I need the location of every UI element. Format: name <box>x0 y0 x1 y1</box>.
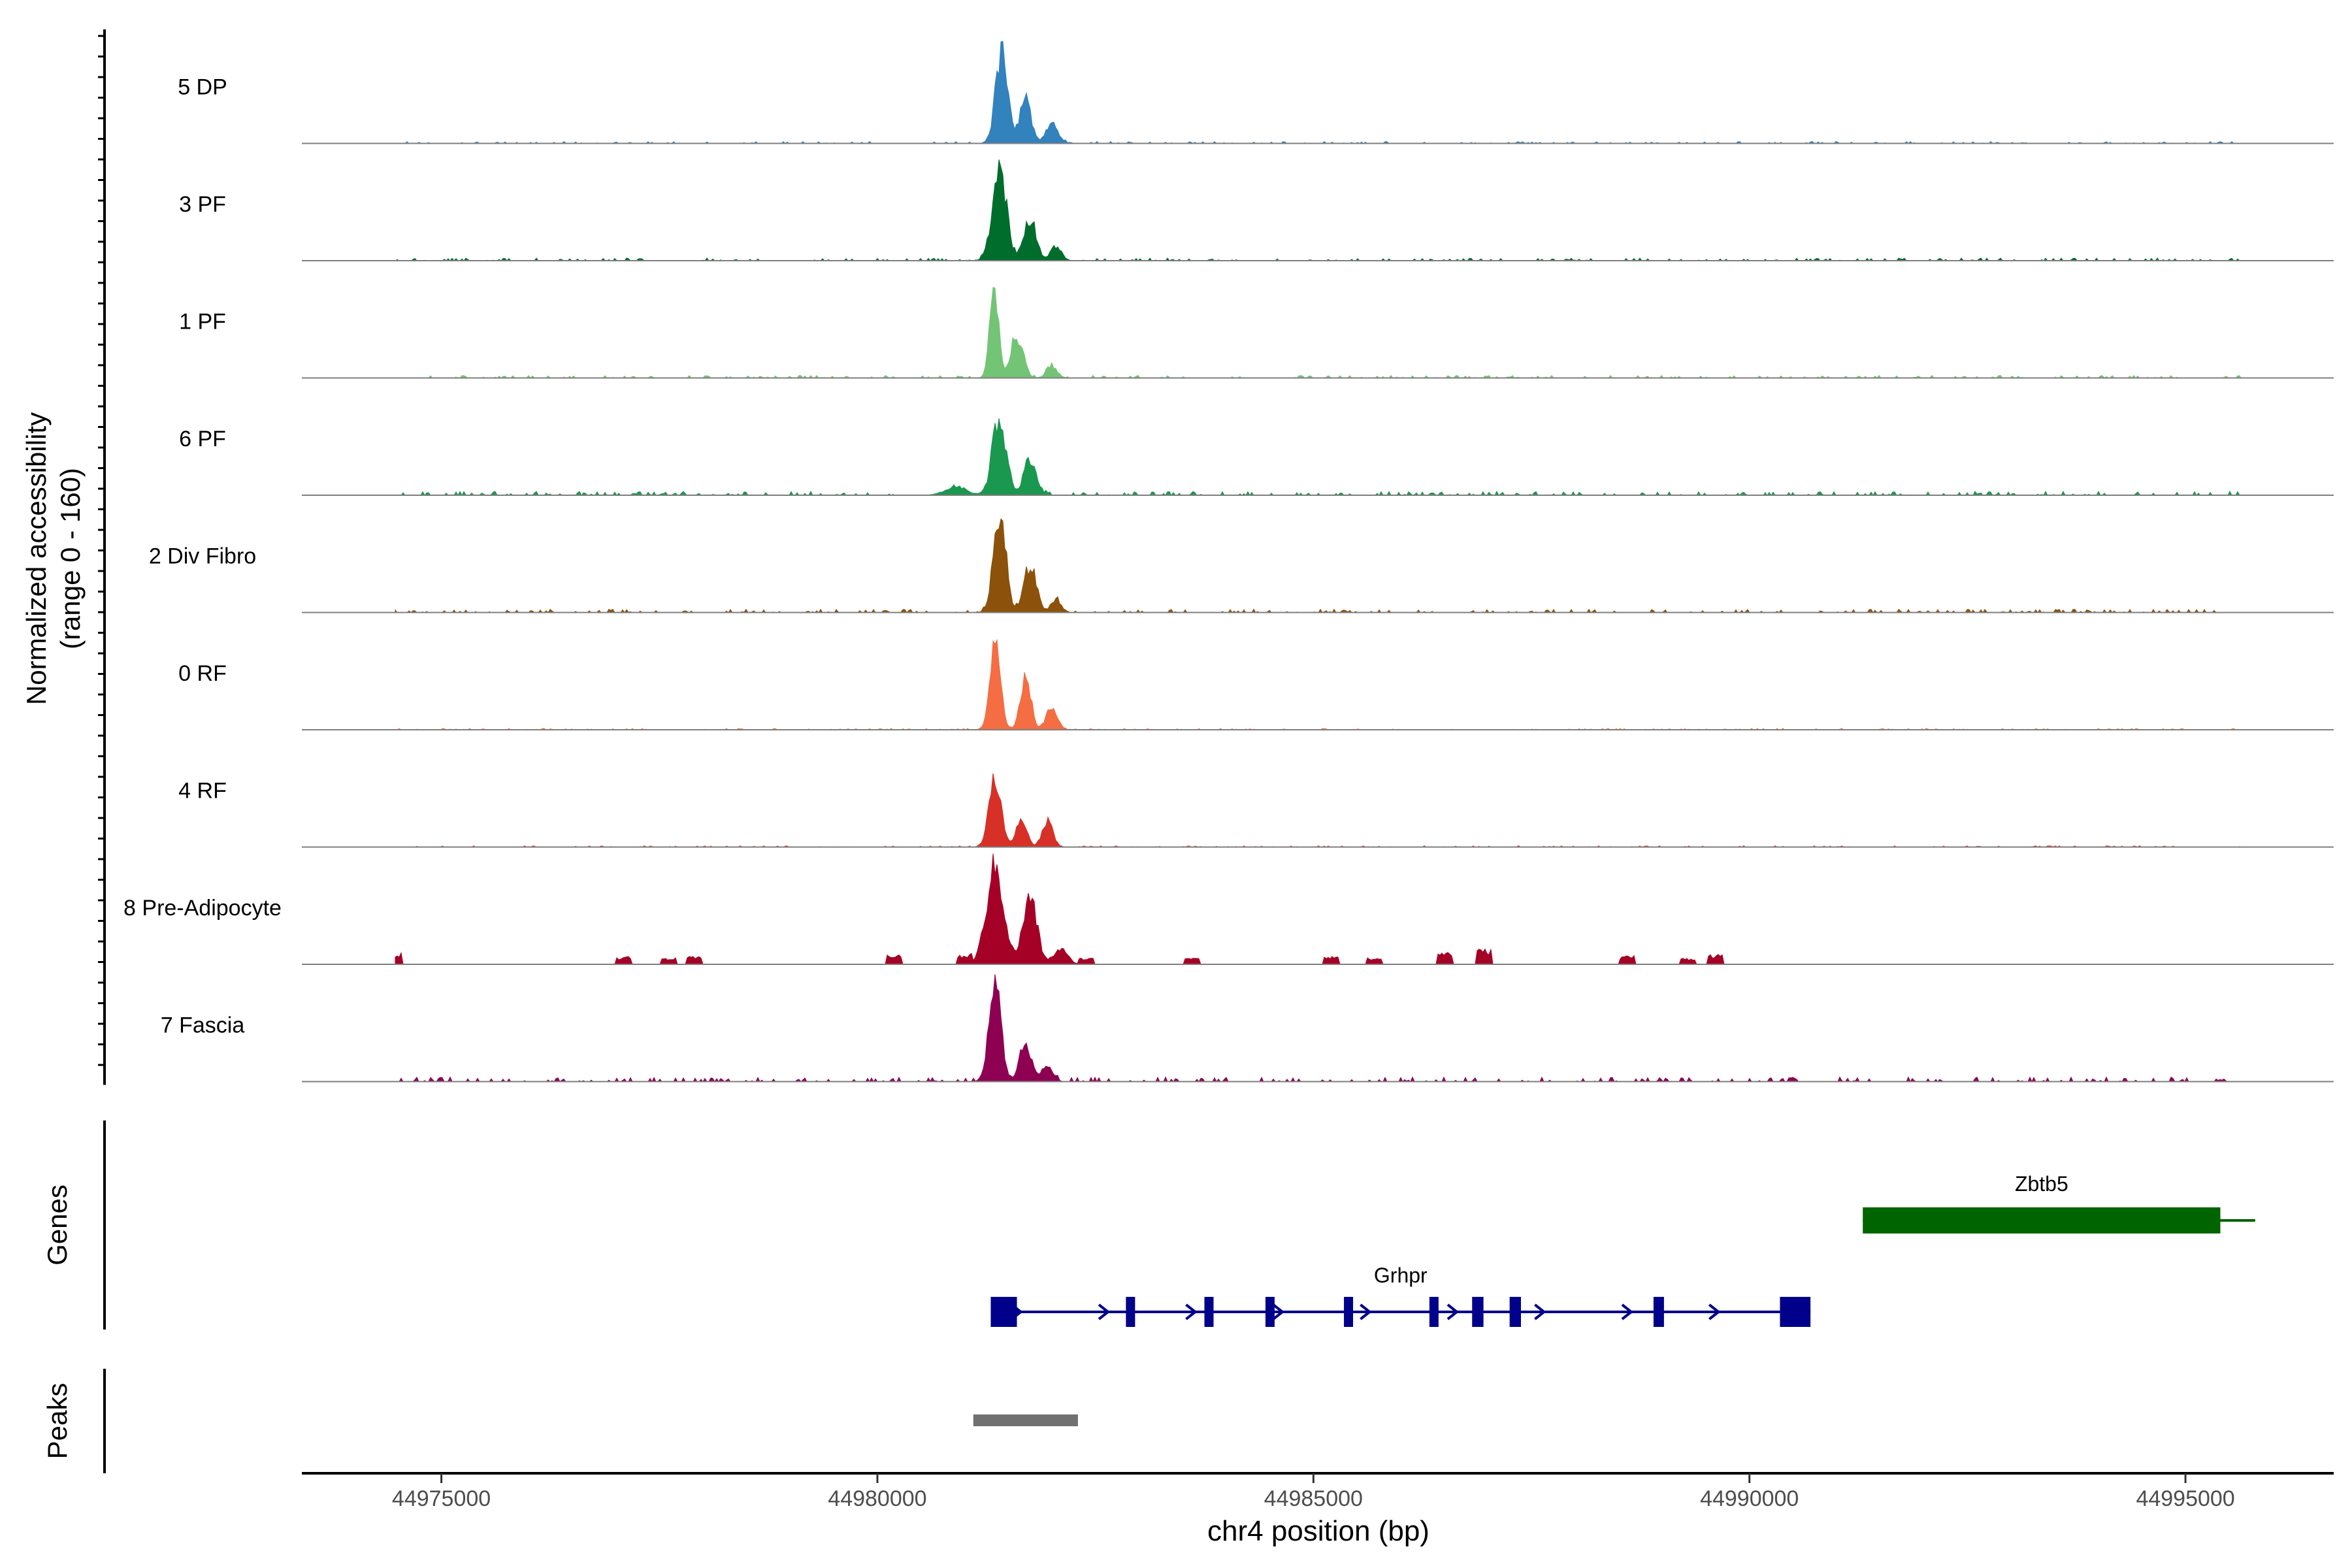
track-label: 6 PF <box>179 427 226 451</box>
track-label: 3 PF <box>179 192 226 217</box>
coverage-area <box>395 638 2241 730</box>
track-label: 4 RF <box>178 779 227 804</box>
track-label: 7 Fascia <box>161 1013 245 1038</box>
exon <box>990 1297 1017 1327</box>
gene-track: Zbtb5 Grhpr <box>103 1120 2255 1330</box>
coverage-area <box>395 41 2241 144</box>
coverage-area <box>395 773 2242 848</box>
x-tick-label: 44980000 <box>828 1486 926 1511</box>
x-tick-label: 44975000 <box>392 1486 491 1511</box>
coverage-area <box>395 974 2241 1083</box>
track-7: 4 RF <box>178 773 2334 848</box>
track-label: 0 RF <box>178 661 227 686</box>
track-label: 5 DP <box>178 75 227 100</box>
track-label: 1 PF <box>179 310 226 335</box>
track-9: 7 Fascia <box>161 974 2334 1083</box>
track-8: 8 Pre-Adipocyte <box>123 853 2334 965</box>
y-axis-label-range: (range 0 - 160) <box>55 468 86 649</box>
track-2: 3 PF <box>179 159 2334 261</box>
coverage-area <box>394 159 2241 261</box>
exon <box>1780 1297 1811 1327</box>
peak-track <box>103 1369 1078 1473</box>
y-axis <box>98 29 106 1085</box>
x-axis: 44975000 44980000 44985000 44990000 44995000 <box>302 1472 2334 1511</box>
exon <box>1344 1297 1354 1327</box>
x-axis-label: chr4 position (bp) <box>1207 1515 1429 1547</box>
peaks-panel-label: Peaks <box>42 1383 73 1460</box>
y-axis-label: Normalized accessibility <box>21 412 52 705</box>
exon <box>1429 1297 1439 1327</box>
track-6: 0 RF <box>178 638 2334 730</box>
exon <box>1509 1297 1521 1327</box>
x-tick-label: 44990000 <box>1700 1486 1799 1511</box>
track-4: 6 PF <box>179 418 2334 497</box>
exon <box>1653 1297 1664 1327</box>
strand-arrow <box>1272 1303 1285 1320</box>
track-1: 5 DP <box>178 41 2334 144</box>
coverage-area <box>395 853 2241 965</box>
strand-arrow <box>1621 1303 1634 1320</box>
coverage-area <box>395 518 2241 613</box>
track-5: 2 Div Fibro <box>149 518 2334 613</box>
strand-arrow <box>1098 1303 1111 1320</box>
strand-arrow <box>1185 1303 1198 1320</box>
x-tick-label: 44995000 <box>2136 1486 2234 1511</box>
exon <box>1265 1297 1275 1327</box>
x-tick-label: 44985000 <box>1264 1486 1363 1511</box>
coverage-area <box>395 418 2241 497</box>
coverage-area <box>395 287 2242 379</box>
track-3: 1 PF <box>179 287 2334 379</box>
strand-arrow <box>1011 1303 1023 1320</box>
gene-grhpr: Grhpr <box>990 1264 1811 1327</box>
gene-name: Zbtb5 <box>2015 1172 2068 1196</box>
coverage-tracks: 5 DP 3 PF 1 PF 6 PF 2 Div Fibro 0 RF 4 RF 8 Pre… <box>98 29 2334 1085</box>
strand-arrow <box>1360 1303 1372 1320</box>
gene-zbtb5: Zbtb5 <box>1863 1172 2255 1233</box>
exon <box>1126 1297 1135 1327</box>
exon <box>1863 1207 2221 1233</box>
peak-region <box>973 1414 1078 1426</box>
track-label: 2 Div Fibro <box>149 544 256 569</box>
strand-arrow <box>1446 1303 1460 1320</box>
strand-arrow <box>1534 1303 1546 1320</box>
track-label: 8 Pre-Adipocyte <box>123 896 282 921</box>
exon <box>1204 1297 1214 1327</box>
genes-panel-label: Genes <box>42 1184 73 1266</box>
exon <box>1472 1297 1484 1327</box>
strand-arrow <box>1708 1303 1721 1320</box>
gene-name: Grhpr <box>1374 1264 1428 1287</box>
